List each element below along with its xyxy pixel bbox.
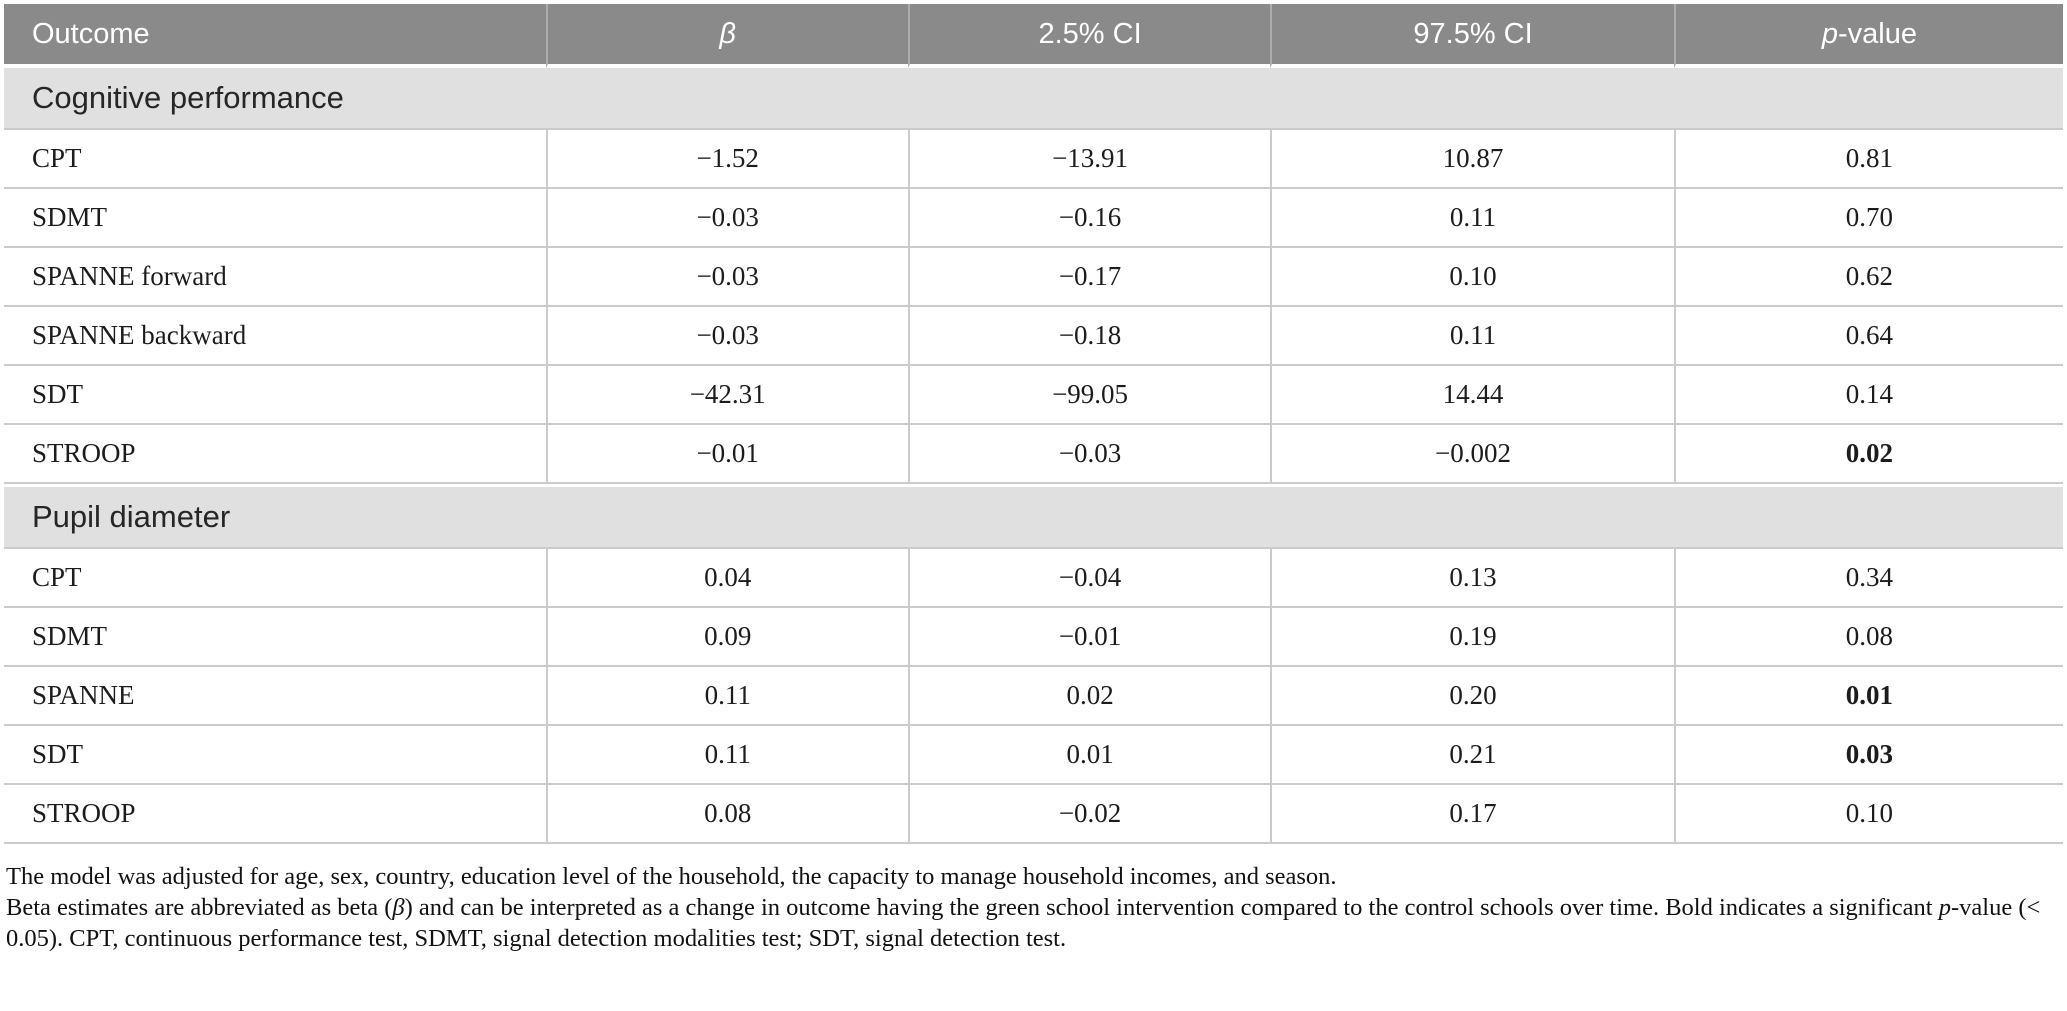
beta-cell: −42.31 — [545, 366, 908, 425]
p-value-cell: 0.10 — [1673, 785, 2063, 844]
table-row: CPT −1.52 −13.91 10.87 0.81 — [4, 130, 2063, 189]
results-table: Outcome β 2.5% CI 97.5% CI p-value Cogni… — [4, 4, 2063, 844]
column-header-outcome: Outcome — [4, 4, 546, 68]
ci-high-cell: 0.11 — [1270, 189, 1674, 248]
ci-low-cell: −0.18 — [907, 307, 1271, 366]
column-header-ci-low: 2.5% CI — [907, 4, 1271, 68]
outcome-cell: SPANNE — [4, 667, 546, 726]
ci-low-cell: −0.03 — [907, 425, 1271, 484]
p-value-cell: 0.62 — [1673, 248, 2063, 307]
ci-high-cell: 0.13 — [1270, 549, 1674, 608]
column-header-p-value: p-value — [1673, 4, 2063, 68]
table-row: CPT 0.04 −0.04 0.13 0.34 — [4, 549, 2063, 608]
table-footnotes: The model was adjusted for age, sex, cou… — [4, 861, 2063, 954]
ci-low-cell: 0.02 — [907, 667, 1271, 726]
ci-high-cell: 0.11 — [1270, 307, 1674, 366]
ci-high-cell: 0.19 — [1270, 608, 1674, 667]
table-row: SDT −42.31 −99.05 14.44 0.14 — [4, 366, 2063, 425]
ci-high-cell: 0.17 — [1270, 785, 1674, 844]
outcome-cell: SPANNE forward — [4, 248, 546, 307]
footnote-beta-explanation: Beta estimates are abbreviated as beta (… — [6, 894, 2041, 952]
ci-low-cell: −0.04 — [907, 549, 1271, 608]
p-symbol: p — [1821, 18, 1838, 50]
table-row: SPANNE backward −0.03 −0.18 0.11 0.64 — [4, 307, 2063, 366]
ci-low-cell: −0.17 — [907, 248, 1271, 307]
ci-low-cell: −0.01 — [907, 608, 1271, 667]
p-value-cell: 0.64 — [1673, 307, 2063, 366]
ci-high-cell: 10.87 — [1270, 130, 1674, 189]
beta-cell: −0.03 — [545, 248, 908, 307]
beta-symbol: β — [392, 894, 405, 921]
table-row: STROOP 0.08 −0.02 0.17 0.10 — [4, 785, 2063, 844]
ci-high-cell: 0.20 — [1270, 667, 1674, 726]
ci-low-cell: −13.91 — [907, 130, 1271, 189]
beta-cell: 0.09 — [545, 608, 908, 667]
outcome-cell: SDMT — [4, 189, 546, 248]
beta-cell: −1.52 — [545, 130, 908, 189]
footnote-model-adjustment: The model was adjusted for age, sex, cou… — [6, 863, 1337, 890]
p-value-cell: 0.14 — [1673, 366, 2063, 425]
ci-high-cell: 14.44 — [1270, 366, 1674, 425]
section-row-cognitive-performance: Cognitive performance — [4, 68, 2063, 130]
outcome-cell: STROOP — [4, 425, 546, 484]
outcome-cell: STROOP — [4, 785, 546, 844]
column-header-beta: β — [545, 4, 908, 68]
outcome-cell: SDT — [4, 366, 546, 425]
outcome-cell: CPT — [4, 549, 546, 608]
beta-cell: −0.03 — [545, 189, 908, 248]
outcome-cell: SPANNE backward — [4, 307, 546, 366]
beta-symbol: β — [719, 18, 736, 50]
ci-high-cell: 0.10 — [1270, 248, 1674, 307]
p-value-cell: 0.08 — [1673, 608, 2063, 667]
table-row: SDMT 0.09 −0.01 0.19 0.08 — [4, 608, 2063, 667]
p-value-cell: 0.34 — [1673, 549, 2063, 608]
beta-cell: 0.04 — [545, 549, 908, 608]
table-row: SDMT −0.03 −0.16 0.11 0.70 — [4, 189, 2063, 248]
ci-low-cell: 0.01 — [907, 726, 1271, 785]
ci-low-cell: −99.05 — [907, 366, 1271, 425]
section-label: Pupil diameter — [4, 484, 2063, 549]
p-symbol: p — [1938, 894, 1951, 921]
p-value-suffix: -value — [1837, 18, 1917, 50]
beta-cell: 0.11 — [545, 667, 908, 726]
table-row: SPANNE 0.11 0.02 0.20 0.01 — [4, 667, 2063, 726]
outcome-cell: SDT — [4, 726, 546, 785]
p-value-cell-significant: 0.01 — [1673, 667, 2063, 726]
p-value-cell-significant: 0.03 — [1673, 726, 2063, 785]
section-row-pupil-diameter: Pupil diameter — [4, 484, 2063, 549]
ci-high-cell: 0.21 — [1270, 726, 1674, 785]
table-row: SPANNE forward −0.03 −0.17 0.10 0.62 — [4, 248, 2063, 307]
column-header-ci-high: 97.5% CI — [1270, 4, 1674, 68]
outcome-cell: SDMT — [4, 608, 546, 667]
beta-cell: −0.01 — [545, 425, 908, 484]
ci-high-cell: −0.002 — [1270, 425, 1674, 484]
p-value-cell-significant: 0.02 — [1673, 425, 2063, 484]
header-row: Outcome β 2.5% CI 97.5% CI p-value — [4, 4, 2063, 68]
table-row: SDT 0.11 0.01 0.21 0.03 — [4, 726, 2063, 785]
p-value-cell: 0.70 — [1673, 189, 2063, 248]
beta-cell: 0.08 — [545, 785, 908, 844]
ci-low-cell: −0.16 — [907, 189, 1271, 248]
table-row: STROOP −0.01 −0.03 −0.002 0.02 — [4, 425, 2063, 484]
ci-low-cell: −0.02 — [907, 785, 1271, 844]
outcome-cell: CPT — [4, 130, 546, 189]
beta-cell: −0.03 — [545, 307, 908, 366]
p-value-cell: 0.81 — [1673, 130, 2063, 189]
section-label: Cognitive performance — [4, 68, 2063, 130]
beta-cell: 0.11 — [545, 726, 908, 785]
